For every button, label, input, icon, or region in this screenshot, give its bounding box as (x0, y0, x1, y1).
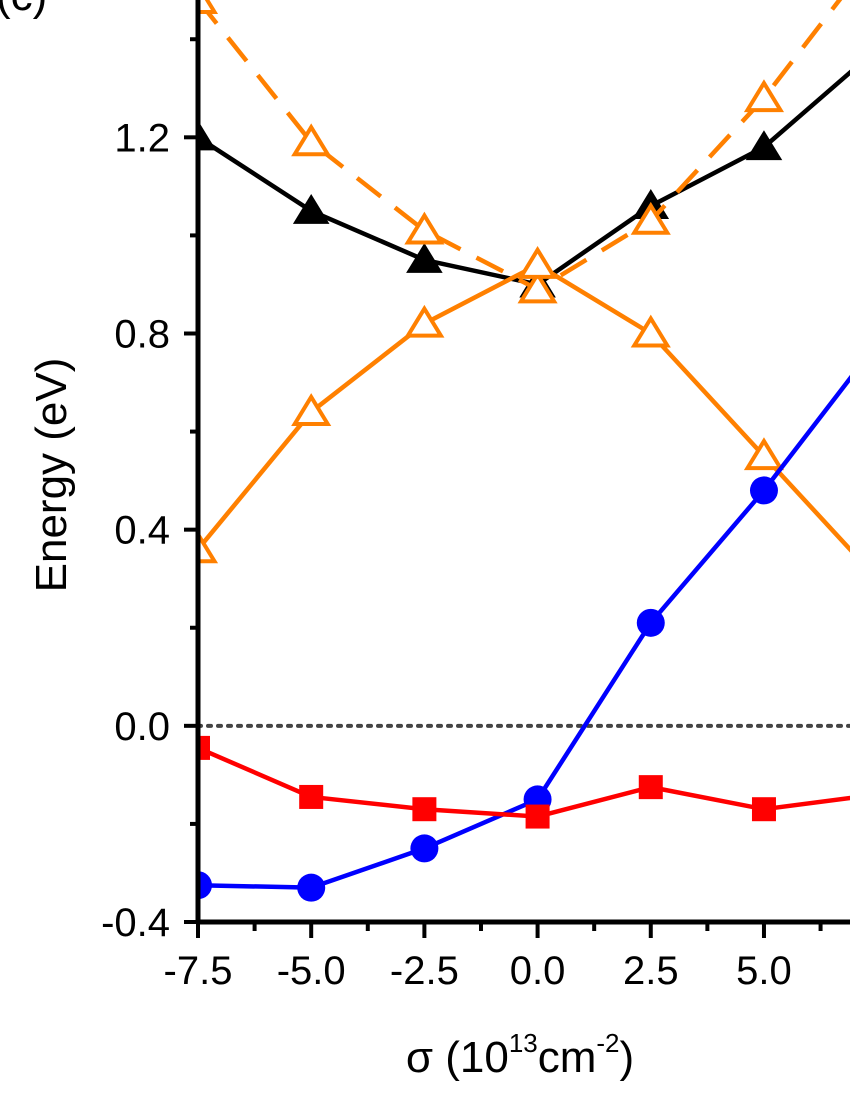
x-tick-label-0: -7.5 (164, 949, 233, 993)
y-axis-title: Energy (eV) (27, 358, 76, 593)
series-0-point-2 (408, 245, 441, 272)
y-tick-label-2: 0.4 (114, 509, 170, 553)
series-4-point-5 (752, 797, 776, 821)
y-tick-label-1: 0.0 (114, 705, 170, 749)
x-tick-label-4: 2.5 (623, 949, 679, 993)
x-tick-label-2: -2.5 (390, 949, 459, 993)
x-axis-title-unit: cm (538, 1033, 597, 1082)
series-0-line (198, 49, 850, 284)
x-tick-label-5: 5.0 (736, 949, 792, 993)
series-2-point-3 (521, 250, 554, 277)
series-4-point-2 (412, 797, 436, 821)
x-axis-title-exponent-1: 13 (509, 1028, 538, 1058)
series-2-point-4 (634, 318, 667, 345)
x-tick-label-3: 0.0 (510, 949, 566, 993)
panel-label: (c) (0, 0, 47, 20)
series-4-point-3 (526, 805, 550, 829)
series-2-point-2 (408, 309, 441, 336)
series-3-point-2 (410, 834, 438, 862)
series-1-point-5 (747, 83, 780, 110)
series-0-point-1 (295, 196, 328, 223)
x-axis-title-prefix: σ (10 (406, 1033, 509, 1082)
y-tick-label-0: -0.4 (101, 901, 170, 945)
y-tick-label-3: 0.8 (114, 312, 170, 356)
series-layer (182, 0, 850, 902)
x-axis-title-exponent-2: -2 (596, 1028, 619, 1058)
series-3-point-1 (297, 874, 325, 902)
series-1-line (198, 0, 850, 289)
x-tick-label-1: -5.0 (277, 949, 346, 993)
series-3-point-4 (637, 609, 665, 637)
series-4-point-4 (639, 775, 663, 799)
series-4-point-1 (299, 785, 323, 809)
x-axis-title: σ (1013cm-2) (406, 1028, 634, 1082)
x-axis-title-suffix: ) (620, 1033, 635, 1082)
y-tick-label-4: 1.2 (114, 116, 170, 160)
series-3-point-5 (750, 476, 778, 504)
